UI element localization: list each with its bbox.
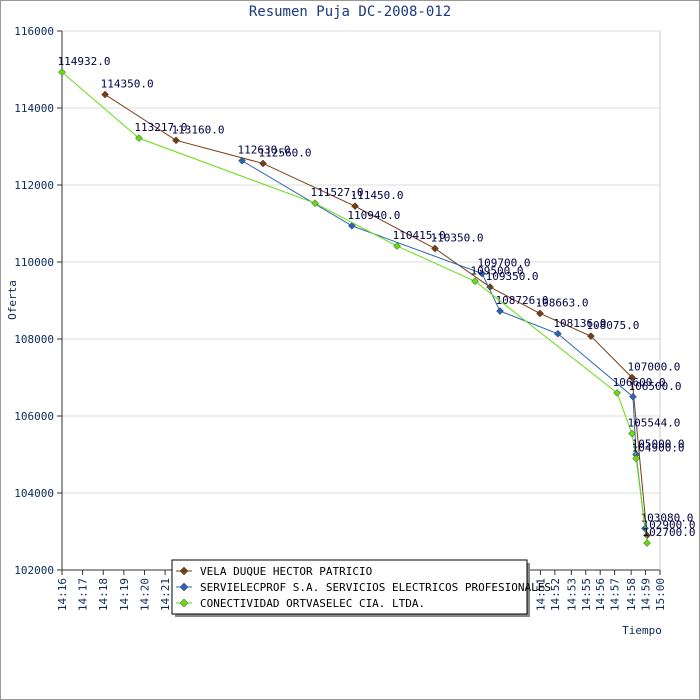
data-point <box>536 309 544 318</box>
y-tick-label: 104000 <box>14 487 54 500</box>
data-point <box>643 531 651 540</box>
x-tick-label: 14:17 <box>77 578 90 611</box>
data-label: 107000.0 <box>627 361 680 374</box>
legend <box>171 559 528 615</box>
data-label: 111450.0 <box>351 189 404 202</box>
data-label: 108726.0 <box>495 294 548 307</box>
y-tick-label: 116000 <box>14 25 54 38</box>
data-label: 103080.0 <box>640 511 693 524</box>
data-label: 106600.0 <box>613 376 666 389</box>
x-tick-label: 14:18 <box>97 578 110 611</box>
data-point <box>478 269 486 278</box>
data-point <box>311 199 319 208</box>
data-label: 114350.0 <box>101 78 154 91</box>
y-tick-label: 114000 <box>14 102 54 115</box>
legend-marker <box>179 566 189 576</box>
y-tick-label: 106000 <box>14 410 54 423</box>
data-label: 112560.0 <box>259 146 312 159</box>
x-tick-label: 14:51 <box>534 578 547 611</box>
data-point <box>172 136 180 145</box>
data-label: 104900.0 <box>632 441 685 454</box>
data-point <box>628 373 636 382</box>
data-point <box>632 454 640 463</box>
data-label: 113160.0 <box>172 123 225 136</box>
data-label: 113217.0 <box>134 121 187 134</box>
data-label: 108663.0 <box>535 296 588 309</box>
data-point <box>259 159 267 168</box>
legend-marker <box>179 582 189 592</box>
y-tick-label: 110000 <box>14 256 54 269</box>
data-label: 110350.0 <box>431 232 484 245</box>
series-line <box>104 94 648 536</box>
x-tick-label: 15:00 <box>654 578 667 611</box>
data-point <box>101 90 109 99</box>
data-point <box>431 244 439 253</box>
x-tick-label: 14:55 <box>580 578 593 611</box>
y-axis-label: Oferta <box>6 280 19 320</box>
data-label: 102900.0 <box>643 518 696 531</box>
data-point <box>629 392 637 401</box>
data-point <box>393 242 401 250</box>
data-point <box>351 202 359 211</box>
data-label: 109500.0 <box>471 264 524 277</box>
data-label: 110940.0 <box>347 209 400 222</box>
data-point <box>554 329 562 338</box>
x-tick-label: 14:52 <box>549 578 562 611</box>
y-tick-label: 102000 <box>14 564 54 577</box>
plot-area <box>62 31 660 570</box>
data-label: 109700.0 <box>478 257 531 270</box>
x-tick-label: 14:21 <box>159 578 172 611</box>
data-label: 102700.0 <box>643 526 696 539</box>
data-label: 111527.0 <box>311 186 364 199</box>
data-point <box>587 332 595 340</box>
data-label: 112630.0 <box>238 144 291 157</box>
data-point <box>471 277 479 286</box>
x-tick-label: 14:16 <box>56 578 69 611</box>
data-label: 105544.0 <box>627 417 680 430</box>
data-label: 109350.0 <box>486 270 539 283</box>
x-tick-label: 14:20 <box>138 578 151 611</box>
y-tick-label: 112000 <box>14 179 54 192</box>
data-point <box>496 307 504 315</box>
data-label: 110415.0 <box>393 229 446 242</box>
data-point <box>135 134 143 142</box>
data-label: 114932.0 <box>58 55 111 68</box>
data-point <box>613 389 621 397</box>
data-point <box>238 156 246 165</box>
legend-label: CONECTIVIDAD ORTVASELEC CIA. LTDA. <box>200 597 425 610</box>
legend-label: VELA DUQUE HECTOR PATRICIO <box>200 565 372 578</box>
chart-title: Resumen Puja DC-2008-012 <box>249 4 451 20</box>
x-tick-label: 14:19 <box>118 578 131 611</box>
x-tick-label: 14:56 <box>594 578 607 611</box>
legend-label: SERVIELECPROF S.A. SERVICIOS ELECTRICOS … <box>200 581 551 594</box>
data-point <box>58 68 66 76</box>
data-label: 106500.0 <box>628 380 681 393</box>
data-point <box>348 221 356 230</box>
data-label: 105000.0 <box>632 438 685 451</box>
legend-marker <box>179 598 189 608</box>
x-tick-label: 14:58 <box>625 578 638 611</box>
y-tick-label: 108000 <box>14 333 54 346</box>
data-point <box>643 539 651 547</box>
x-tick-label: 14:53 <box>565 578 578 611</box>
data-label: 108075.0 <box>586 319 639 332</box>
x-tick-label: 14:59 <box>640 578 653 611</box>
data-point <box>628 429 636 438</box>
x-axis-label: Tiempo <box>622 624 662 637</box>
x-tick-label: 14:57 <box>609 578 622 611</box>
data-label: 108136.0 <box>553 317 606 330</box>
